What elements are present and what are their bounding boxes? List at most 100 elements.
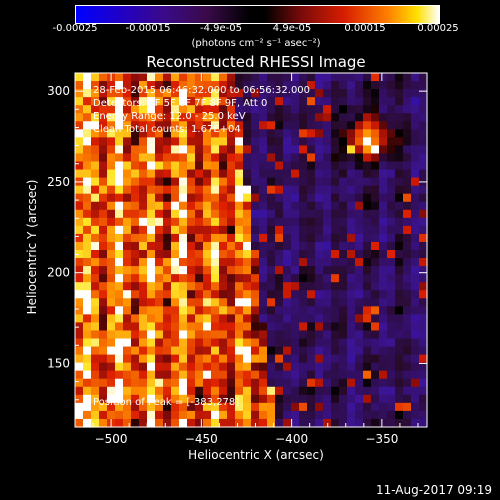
heatmap-cell [395,201,404,211]
heatmap-cell [83,89,92,98]
heatmap-cell [99,89,108,98]
heatmap-cell [227,201,236,211]
heatmap-cell [347,306,356,315]
heatmap-cell [419,274,428,283]
heatmap-cell [387,193,396,203]
chart-title: Reconstructed RHESSI Image [146,53,366,71]
heatmap-cell [419,410,428,420]
heatmap-cell [291,306,300,315]
heatmap-cell [147,161,156,171]
heatmap-cell [251,386,260,396]
heatmap-cell [355,217,364,227]
heatmap-cell [83,250,92,259]
heatmap-cell [355,410,364,420]
heatmap-cell [139,73,148,82]
heatmap-cell [91,274,100,283]
heatmap-cell [283,161,292,171]
heatmap-cell [123,113,132,122]
heatmap-cell [171,250,180,259]
heatmap-cell [371,161,380,171]
heatmap-cell [187,169,196,179]
heatmap-cell [131,153,140,163]
annotation-peak: Position of Peak = [-383,278] [93,397,240,408]
heatmap-cell [419,258,428,267]
heatmap-cell [171,129,180,138]
heatmap-cell [347,250,356,259]
heatmap-cell [219,274,228,283]
heatmap-cell [411,370,420,380]
heatmap-cell [299,241,308,251]
heatmap-cell [187,386,196,396]
heatmap-cell [187,121,196,130]
heatmap-cell [411,153,420,163]
heatmap-cell [387,362,396,372]
heatmap-cell [227,418,236,428]
heatmap-cell [211,161,220,171]
heatmap-cell [307,105,316,114]
heatmap-cell [203,153,212,163]
heatmap-cell [131,354,140,364]
heatmap-cell [299,185,308,195]
heatmap-cell [411,410,420,420]
heatmap-cell [259,354,268,364]
heatmap-cell [235,153,244,163]
heatmap-cell [403,418,412,428]
heatmap-cell [291,418,300,428]
heatmap-cell [75,306,84,315]
heatmap-cell [147,137,156,147]
heatmap-cell [163,274,172,283]
heatmap-cell [179,225,188,235]
heatmap-cell [139,97,148,106]
heatmap-cell [323,113,332,122]
heatmap-cell [171,121,180,130]
heatmap-cell [147,298,156,307]
heatmap-cell [371,73,380,82]
heatmap-cell [147,105,156,114]
heatmap-cell [411,209,420,219]
heatmap-cell [91,266,100,275]
heatmap-cell [91,209,100,219]
heatmap-cell [395,418,404,428]
heatmap-cell [251,274,260,283]
heatmap-cell [235,97,244,106]
heatmap-cell [235,217,244,227]
heatmap-cell [91,185,100,195]
heatmap-cell [275,177,284,187]
heatmap-cell [107,217,116,227]
heatmap-cell [187,153,196,163]
heatmap-cell [371,378,380,388]
heatmap-cell [243,354,252,364]
heatmap-cell [307,322,316,332]
heatmap-cell [163,290,172,299]
heatmap-cell [235,185,244,195]
heatmap-cell [131,225,140,235]
heatmap-cell [155,410,164,420]
heatmap-cell [187,89,196,98]
heatmap-cell [283,346,292,356]
heatmap-cell [363,290,372,299]
heatmap-cell [299,225,308,235]
heatmap-cell [363,177,372,187]
heatmap-cell [395,145,404,155]
heatmap-cell [331,89,340,98]
heatmap-cell [307,177,316,187]
heatmap-cell [307,241,316,251]
heatmap-cell [323,137,332,147]
heatmap-cell [371,89,380,98]
heatmap-cell [75,241,84,251]
heatmap-cell [123,129,132,138]
heatmap-cell [387,89,396,98]
heatmap-cell [83,386,92,396]
heatmap-cell [91,169,100,179]
heatmap-cell [195,354,204,364]
heatmap-cell [251,145,260,155]
heatmap-cell [387,410,396,420]
heatmap-cell [347,217,356,227]
heatmap-cell [203,81,212,90]
heatmap-cell [275,137,284,147]
heatmap-cell [419,233,428,243]
heatmap-cell [419,185,428,195]
heatmap-cell [131,217,140,227]
heatmap-cell [99,330,108,340]
heatmap-cell [283,354,292,364]
